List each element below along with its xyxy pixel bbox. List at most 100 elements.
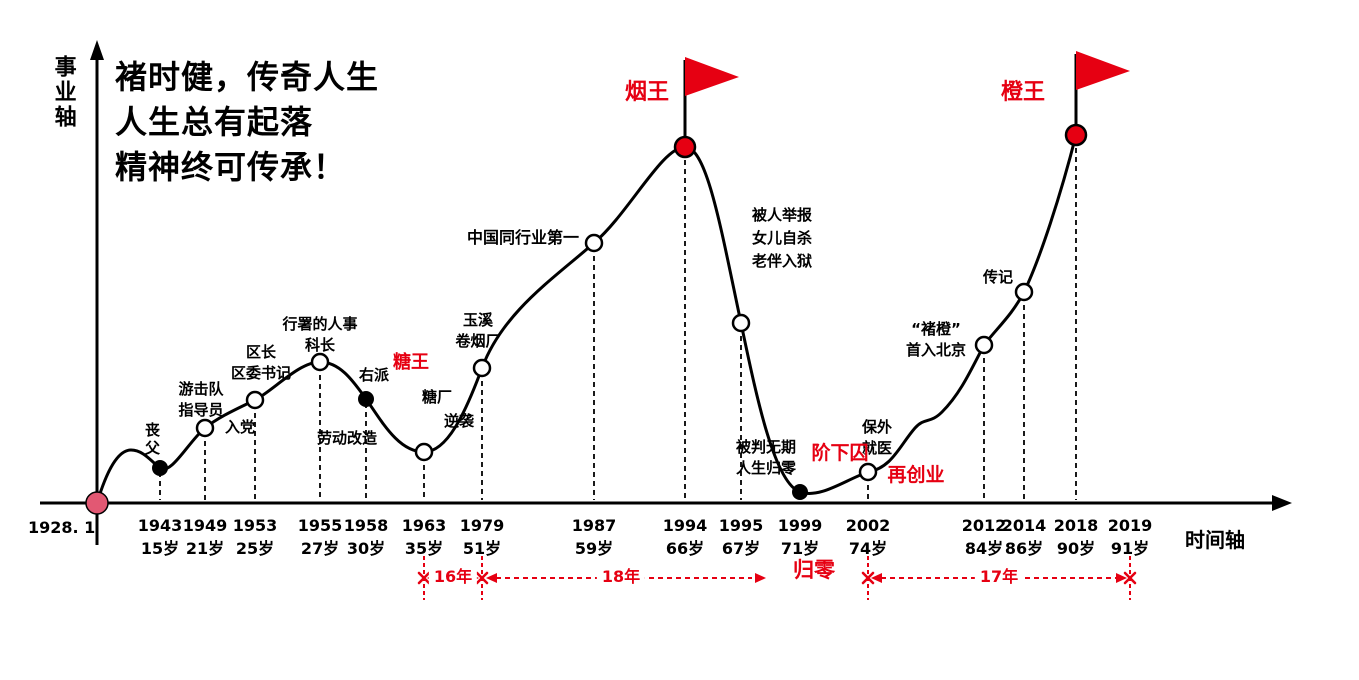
x-axis [40,495,1292,511]
marker-1999 [792,484,808,500]
tick-age: 66岁 [665,539,705,558]
marker-1979 [472,358,492,378]
title-line-1: 褚时健，传奇人生 [115,58,380,96]
event-label-join-party: 入党 [224,418,256,436]
y-axis-label: 事业轴 [50,55,76,130]
curve-markers [85,123,1088,515]
tick-2014: 2014 86岁 [1002,514,1047,560]
span-label-18-years: 18年 [596,567,646,588]
milestone-sugar-king: 糖王 [393,352,429,373]
marker-1995 [731,313,751,333]
tick-age: 67岁 [721,539,761,558]
tick-1994: 1994 66岁 [663,514,708,560]
tick-year: 1943 [137,516,183,535]
tick-year: 1949 [182,516,228,535]
event-label-sentenced: 被判无期 人生归零 [735,438,797,477]
tick-age: 90岁 [1056,539,1096,558]
milestone-tobacco-king: 烟王 [624,80,670,105]
tick-age: 74岁 [848,539,888,558]
marker-2012 [974,335,994,355]
marker-2002 [858,462,878,482]
milestone-prisoner: 阶下囚 [811,442,869,464]
tick-age: 15岁 [140,539,180,558]
tick-1995: 1995 67岁 [719,514,764,560]
event-label-rightist: 右派 [358,366,390,384]
event-label-parole: 保外 就医 [861,418,893,457]
tick-age: 91岁 [1110,539,1150,558]
tick-age: 86岁 [1004,539,1044,558]
event-label-sugar-factory: 糖厂 [421,388,453,406]
event-label-yuxi: 玉溪 卷烟厂 [455,311,501,350]
milestone-reset: 归零 [793,558,835,582]
tick-age: 30岁 [346,539,386,558]
tick-2002: 2002 74岁 [846,514,891,560]
tick-1958: 1958 30岁 [344,514,389,560]
tick-2012: 2012 84岁 [962,514,1007,560]
event-label-guerrilla: 游击队 指导员 [178,380,224,419]
marker-1994 [673,135,697,159]
tick-year: 1994 [662,516,708,535]
tick-age: 59岁 [574,539,614,558]
tick-1943: 1943 15岁 [138,514,183,560]
event-label-biography: 传记 [982,268,1014,286]
marker-1949 [195,418,215,438]
tick-1955: 1955 27岁 [298,514,343,560]
marker-1955 [310,352,330,372]
tick-age: 51岁 [462,539,502,558]
tobacco-king-flag-icon [683,57,739,147]
tick-1987: 1987 59岁 [572,514,617,560]
tick-age: 84岁 [964,539,1004,558]
marker-2014 [1014,282,1034,302]
tick-2019: 2019 91岁 [1108,514,1153,560]
tick-age: 21岁 [185,539,225,558]
tick-year: 1995 [718,516,764,535]
tick-year: 1963 [401,516,447,535]
career-curve [95,133,1078,505]
origin-label: 1928. 1 [28,518,96,537]
tick-age: 25岁 [235,539,275,558]
tick-year: 1999 [777,516,823,535]
tick-year: 1979 [459,516,505,535]
event-label-father-death: 丧父 [143,422,161,458]
tick-year: 1953 [232,516,278,535]
tick-year: 1958 [343,516,389,535]
x-axis-label: 时间轴 [1185,528,1245,552]
tick-year: 2018 [1053,516,1099,535]
event-label-comeback: 逆袭 [443,412,475,430]
marker-2018 [1064,123,1088,147]
event-label-reported: 被人举报 女儿自杀 老伴入狱 [752,206,813,270]
marker-1943 [152,460,168,476]
span-label-17-years: 17年 [974,567,1024,588]
marker-1963 [414,442,434,462]
event-label-industry-first: 中国同行业第一 [466,228,580,247]
y-axis [90,40,104,545]
page-title: 褚时健，传奇人生 人生总有起落 精神终可传承！ [115,55,379,190]
marker-origin [85,491,109,515]
tick-1953: 1953 25岁 [233,514,278,560]
event-label-chucheng: “褚橙” 首入北京 [905,320,967,359]
tick-1999: 1999 71岁 [778,514,823,560]
tick-1949: 1949 21岁 [183,514,228,560]
tick-2018: 2018 90岁 [1054,514,1099,560]
marker-1958 [358,391,374,407]
tick-age: 35岁 [404,539,444,558]
milestone-orange-king: 橙王 [1000,80,1046,105]
tick-age: 71岁 [780,539,820,558]
guide-lines [159,139,1077,500]
tick-1979: 1979 51岁 [460,514,505,560]
title-line-3: 精神终可传承！ [115,148,347,186]
tick-1963: 1963 35岁 [402,514,447,560]
event-label-personnel-chief: 行署的人事 科长 [282,315,358,354]
tick-age: 27岁 [300,539,340,558]
event-label-district-head: 区长 区委书记 [230,343,292,382]
tick-year: 2019 [1107,516,1153,535]
tick-year: 1987 [571,516,617,535]
span-label-16-years: 16年 [428,567,478,588]
tick-year: 2014 [1001,516,1047,535]
event-label-labor-reform: 劳动改造 [316,429,378,447]
orange-king-flag-icon [1074,51,1130,135]
tick-year: 2012 [961,516,1007,535]
tick-year: 1955 [297,516,343,535]
marker-1987 [584,233,604,253]
